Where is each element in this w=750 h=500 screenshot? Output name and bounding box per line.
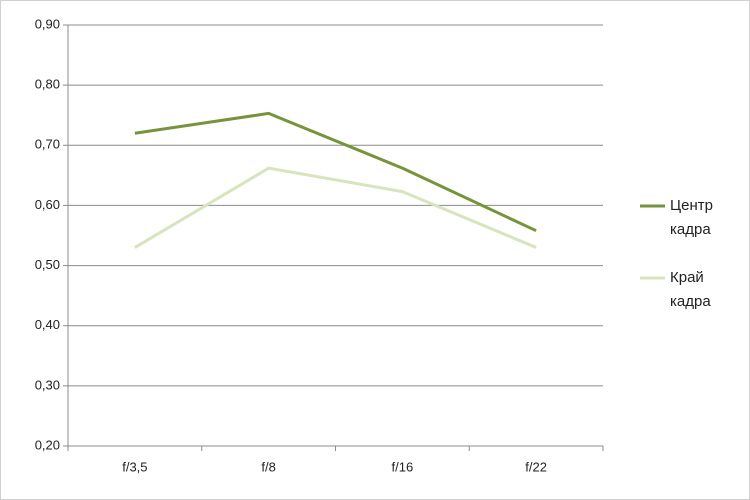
y-tick-label: 0,80	[35, 77, 60, 92]
legend-label: Центр кадра	[670, 197, 713, 238]
y-tick-label: 0,70	[35, 137, 60, 152]
series-line	[134, 166, 537, 249]
x-tick-label: f/8	[261, 459, 275, 474]
x-tick-label: f/16	[392, 459, 414, 474]
legend-label: Край кадра	[670, 269, 711, 310]
y-tick-label: 0,50	[35, 257, 60, 272]
series-line	[134, 111, 537, 233]
y-tick-label: 0,30	[35, 377, 60, 392]
y-tick-label: 0,60	[35, 197, 60, 212]
y-tick-label: 0,90	[35, 16, 60, 31]
x-tick-label: f/22	[525, 459, 547, 474]
y-tick-label: 0,40	[35, 317, 60, 332]
y-tick-label: 0,20	[35, 437, 60, 452]
x-tick-label: f/3,5	[122, 459, 147, 474]
